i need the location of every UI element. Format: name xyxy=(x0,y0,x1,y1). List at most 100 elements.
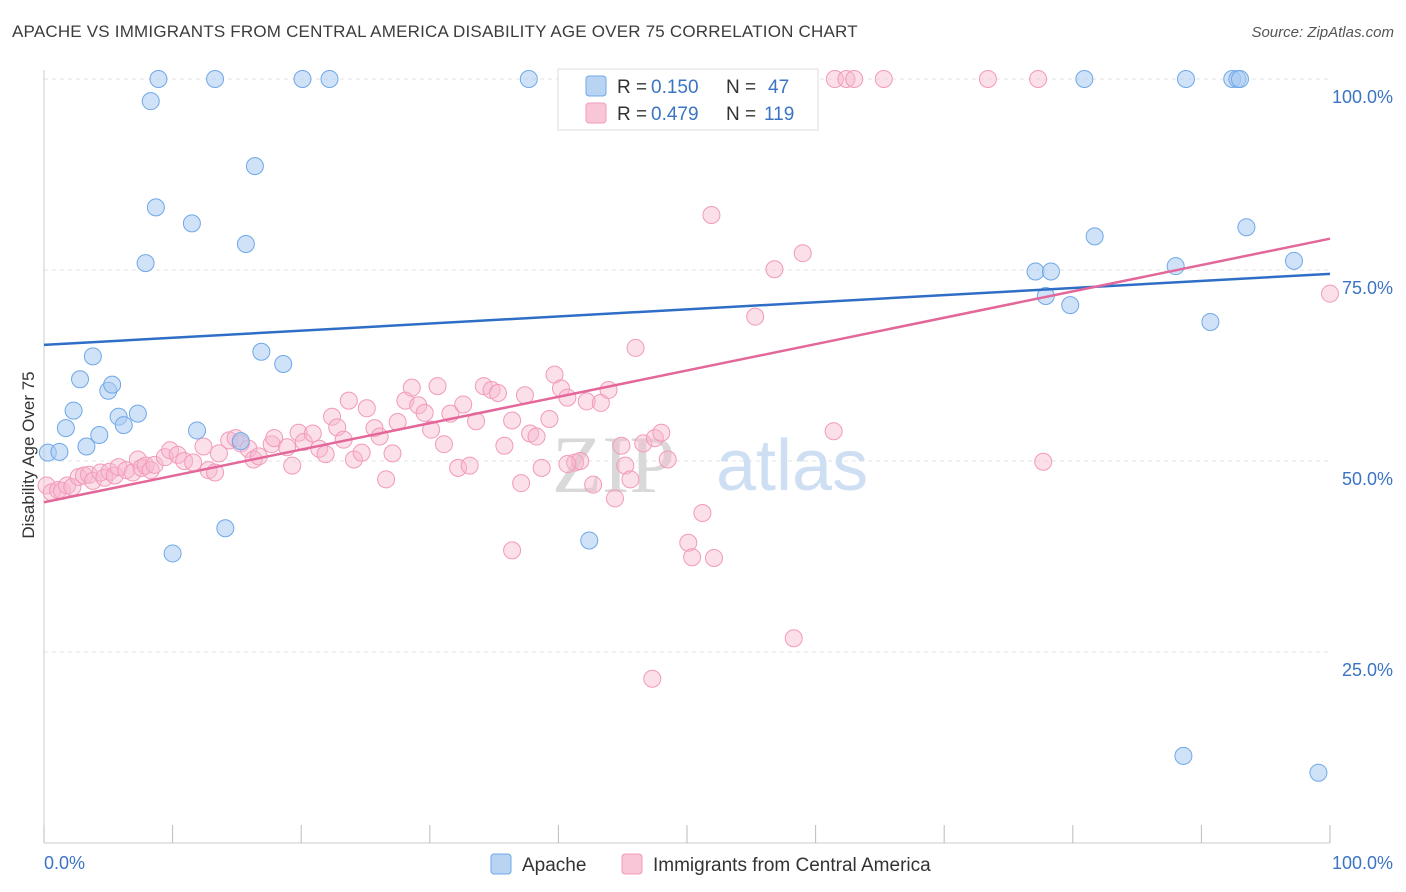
immigrants-point xyxy=(978,70,997,88)
immigrants-point xyxy=(488,384,507,403)
immigrants-point xyxy=(265,429,284,448)
immigrants-point xyxy=(422,420,441,439)
immigrants-point xyxy=(344,450,363,469)
apache-point xyxy=(1085,227,1104,246)
apache-point xyxy=(231,432,250,451)
legend-swatch-apache xyxy=(585,75,607,97)
immigrants-point xyxy=(175,452,194,470)
immigrants-point xyxy=(495,436,514,455)
immigrants-point xyxy=(824,422,843,441)
immigrants-point xyxy=(377,470,396,489)
legend-n-value-apache: 47 xyxy=(768,77,789,98)
apache-point xyxy=(56,419,75,438)
immigrants-point xyxy=(323,407,342,426)
bottom-legend-swatch-apache xyxy=(490,853,512,875)
immigrants-point xyxy=(837,70,856,88)
immigrants-point xyxy=(621,470,640,489)
immigrants-point xyxy=(626,338,645,357)
apache-point xyxy=(1230,70,1249,88)
apache-point xyxy=(1237,218,1256,237)
apache-point xyxy=(1061,296,1080,315)
apache-point xyxy=(103,375,122,394)
apache-point xyxy=(128,404,147,423)
apache-point xyxy=(182,214,201,233)
immigrants-point xyxy=(383,444,402,463)
y-tick-label: 50.0% xyxy=(1342,469,1393,489)
apache-point xyxy=(50,442,69,461)
apache-point xyxy=(149,70,168,88)
apache-point xyxy=(274,354,293,373)
immigrants-point xyxy=(679,533,698,552)
immigrants-point xyxy=(289,423,308,442)
y-axis-title: Disability Age Over 75 xyxy=(19,371,38,538)
immigrants-point xyxy=(705,549,724,568)
immigrants-point xyxy=(370,427,389,446)
apache-trend-line xyxy=(43,272,1331,347)
immigrants-point xyxy=(652,423,671,442)
immigrants-point xyxy=(532,458,551,477)
immigrants-point xyxy=(503,411,522,430)
immigrants-point xyxy=(434,435,453,454)
immigrants-point xyxy=(303,424,322,443)
immigrants-point xyxy=(540,409,559,428)
immigrants-point xyxy=(634,434,653,453)
apache-point xyxy=(141,92,160,111)
legend-r-value-immigrants: 0.479 xyxy=(651,104,699,125)
immigrants-point xyxy=(194,437,213,456)
legend-r-value-apache: 0.150 xyxy=(651,77,699,98)
bottom-legend-swatch-immigrants xyxy=(621,853,643,875)
immigrants-point xyxy=(512,474,531,493)
apache-point xyxy=(1174,746,1193,765)
watermark: ZIP atlas xyxy=(552,419,868,510)
apache-point xyxy=(1026,262,1045,281)
watermark-atlas: atlas xyxy=(716,426,868,506)
apache-point xyxy=(206,70,225,88)
immigrants-point xyxy=(352,443,371,462)
immigrants-point xyxy=(415,403,434,422)
immigrants-point xyxy=(765,260,784,279)
immigrants-point xyxy=(105,466,124,485)
immigrants-point xyxy=(558,388,577,407)
immigrants-point xyxy=(845,70,864,88)
immigrants-point xyxy=(145,455,164,474)
apache-point xyxy=(245,157,264,176)
apache-point xyxy=(1201,312,1220,331)
immigrants-point xyxy=(605,489,624,508)
axes-layer: 25.0% 50.0% 75.0% 100.0% 0.0% 100.0% xyxy=(43,70,1393,873)
chart-source: Source: ZipAtlas.com xyxy=(1251,24,1394,41)
apache-point xyxy=(216,519,235,538)
immigrants-point xyxy=(784,629,803,648)
apache-point xyxy=(1176,70,1195,88)
apache-point xyxy=(1284,251,1303,270)
immigrants-point xyxy=(746,307,765,326)
immigrants-point xyxy=(339,391,358,410)
apache-point xyxy=(519,70,538,88)
immigrants-point xyxy=(357,399,376,418)
immigrants-point xyxy=(612,436,631,455)
immigrants-point xyxy=(527,427,546,446)
x-tick-label: 0.0% xyxy=(44,853,85,873)
bottom-legend-label-immigrants: Immigrants from Central America xyxy=(653,855,931,876)
immigrants-point xyxy=(577,392,596,411)
immigrants-point xyxy=(316,445,335,464)
immigrants-point xyxy=(283,456,302,475)
top-legend: R = 0.150 N = 47 R = 0.479 N = 119 xyxy=(557,68,819,131)
immigrants-point xyxy=(558,455,577,474)
immigrants-point xyxy=(584,475,603,494)
apache-point xyxy=(136,254,155,273)
immigrants-point xyxy=(454,395,473,414)
apache-point xyxy=(146,198,165,217)
immigrants-point xyxy=(643,669,662,688)
apache-point xyxy=(293,70,312,88)
legend-swatch-immigrants xyxy=(585,102,607,124)
immigrants-point xyxy=(184,453,203,472)
immigrants-point xyxy=(616,456,635,475)
legend-n-label-apache: N = xyxy=(726,77,756,98)
immigrants-trend-line xyxy=(43,237,1331,504)
immigrants-point xyxy=(409,396,428,415)
bottom-legend-label-apache: Apache xyxy=(522,855,586,876)
immigrants-point xyxy=(1029,70,1048,88)
immigrants-point xyxy=(658,450,677,469)
immigrants-point xyxy=(702,205,721,224)
apache-point xyxy=(580,531,599,550)
